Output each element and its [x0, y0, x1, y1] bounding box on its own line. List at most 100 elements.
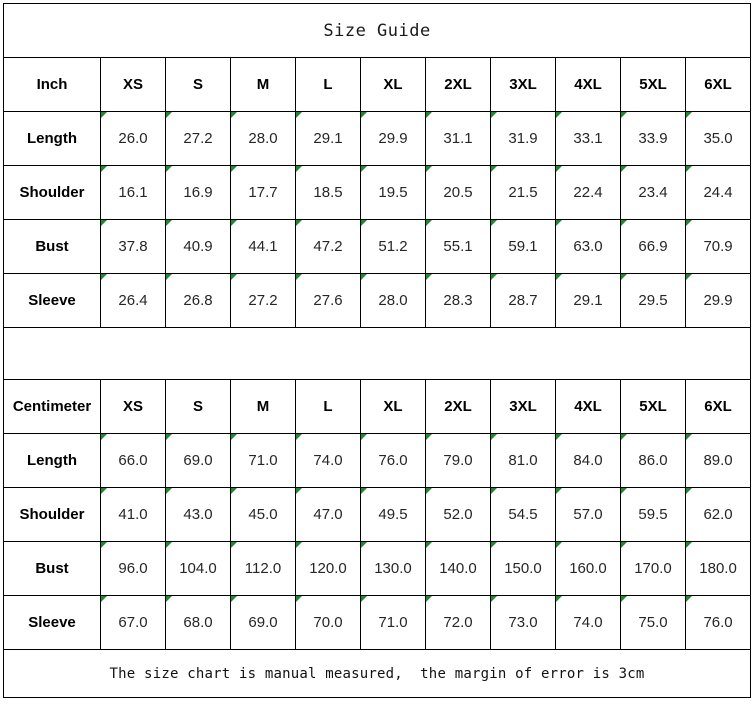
- cell-comment-marker-icon: [101, 274, 107, 280]
- cell-comment-marker-icon: [361, 166, 367, 172]
- cell-comment-marker-icon: [166, 166, 172, 172]
- size-header-2xl: 2XL: [425, 57, 491, 112]
- table-row: Shoulder 41.0 43.0 45.0 47.0 49.5 52.0 54.5 57.0…: [3, 487, 752, 542]
- cell-comment-marker-icon: [556, 434, 562, 440]
- cell-bust-s: 104.0: [165, 541, 231, 596]
- cell-comment-marker-icon: [296, 166, 302, 172]
- cell-comment-marker-icon: [296, 112, 302, 118]
- size-header-2xl: 2XL: [425, 379, 491, 434]
- cell-comment-marker-icon: [686, 112, 692, 118]
- cell-comment-marker-icon: [231, 112, 237, 118]
- cell-shoulder-5xl: 23.4: [620, 165, 686, 220]
- cell-sleeve-6xl: 76.0: [684, 595, 752, 650]
- cell-comment-marker-icon: [296, 596, 302, 602]
- cell-bust-xs: 96.0: [100, 541, 166, 596]
- cell-comment-marker-icon: [491, 488, 497, 494]
- cell-comment-marker-icon: [361, 596, 367, 602]
- cell-comment-marker-icon: [621, 542, 627, 548]
- cell-bust-l: 47.2: [295, 219, 361, 274]
- measure-label-length: Length: [3, 111, 101, 166]
- size-header-6xl: 6XL: [684, 57, 752, 112]
- cell-shoulder-m: 45.0: [230, 487, 296, 542]
- cell-length-xs: 66.0: [100, 433, 166, 488]
- cell-sleeve-3xl: 73.0: [490, 595, 556, 650]
- size-header-6xl: 6XL: [684, 379, 752, 434]
- cell-shoulder-m: 17.7: [230, 165, 296, 220]
- cell-comment-marker-icon: [101, 596, 107, 602]
- size-header-4xl: 4XL: [555, 57, 621, 112]
- cell-comment-marker-icon: [426, 542, 432, 548]
- measure-label-length: Length: [3, 433, 101, 488]
- cell-shoulder-3xl: 54.5: [490, 487, 556, 542]
- cell-comment-marker-icon: [556, 274, 562, 280]
- cell-comment-marker-icon: [166, 596, 172, 602]
- measure-label-bust: Bust: [3, 541, 101, 596]
- cell-comment-marker-icon: [361, 220, 367, 226]
- cell-sleeve-4xl: 29.1: [555, 273, 621, 328]
- cell-comment-marker-icon: [101, 112, 107, 118]
- cell-bust-s: 40.9: [165, 219, 231, 274]
- cell-shoulder-3xl: 21.5: [490, 165, 556, 220]
- cell-comment-marker-icon: [686, 596, 692, 602]
- cell-sleeve-2xl: 72.0: [425, 595, 491, 650]
- cell-length-6xl: 35.0: [684, 111, 752, 166]
- cell-comment-marker-icon: [556, 112, 562, 118]
- cell-shoulder-6xl: 62.0: [684, 487, 752, 542]
- cell-comment-marker-icon: [231, 488, 237, 494]
- cell-sleeve-xs: 26.4: [100, 273, 166, 328]
- table-row: Bust 96.0 104.0 112.0 120.0 130.0 140.0 150.0 16…: [3, 541, 752, 596]
- size-header-l: L: [295, 57, 361, 112]
- measure-label-shoulder: Shoulder: [3, 487, 101, 542]
- cell-length-6xl: 89.0: [684, 433, 752, 488]
- cell-comment-marker-icon: [491, 274, 497, 280]
- measure-label-sleeve: Sleeve: [3, 595, 101, 650]
- cell-comment-marker-icon: [231, 166, 237, 172]
- table-row: Length 66.0 69.0 71.0 74.0 76.0 79.0 81.0 84.0 86…: [3, 433, 752, 488]
- cell-comment-marker-icon: [361, 274, 367, 280]
- cell-shoulder-5xl: 59.5: [620, 487, 686, 542]
- cell-comment-marker-icon: [621, 166, 627, 172]
- cell-sleeve-6xl: 29.9: [684, 273, 752, 328]
- unit-header-inch: Inch: [3, 57, 101, 112]
- cell-comment-marker-icon: [556, 220, 562, 226]
- cell-shoulder-l: 47.0: [295, 487, 361, 542]
- cell-bust-4xl: 63.0: [555, 219, 621, 274]
- size-header-3xl: 3XL: [490, 379, 556, 434]
- cell-shoulder-2xl: 20.5: [425, 165, 491, 220]
- cell-comment-marker-icon: [361, 542, 367, 548]
- cell-shoulder-xl: 49.5: [360, 487, 426, 542]
- cell-comment-marker-icon: [621, 220, 627, 226]
- cell-shoulder-s: 16.9: [165, 165, 231, 220]
- cell-comment-marker-icon: [166, 220, 172, 226]
- cell-comment-marker-icon: [556, 542, 562, 548]
- cell-comment-marker-icon: [491, 220, 497, 226]
- cell-comment-marker-icon: [296, 274, 302, 280]
- cell-comment-marker-icon: [686, 542, 692, 548]
- cell-length-4xl: 33.1: [555, 111, 621, 166]
- cell-comment-marker-icon: [686, 488, 692, 494]
- cell-comment-marker-icon: [231, 542, 237, 548]
- size-header-5xl: 5XL: [620, 379, 686, 434]
- cell-length-2xl: 79.0: [425, 433, 491, 488]
- cell-shoulder-2xl: 52.0: [425, 487, 491, 542]
- footer-note: The size chart is manual measured, the m…: [2, 649, 752, 698]
- page-title: Size Guide: [2, 3, 752, 58]
- cell-bust-2xl: 55.1: [425, 219, 491, 274]
- cell-comment-marker-icon: [231, 596, 237, 602]
- size-header-3xl: 3XL: [490, 57, 556, 112]
- size-header-4xl: 4XL: [555, 379, 621, 434]
- cell-comment-marker-icon: [361, 112, 367, 118]
- cell-bust-6xl: 180.0: [684, 541, 752, 596]
- cell-length-m: 28.0: [230, 111, 296, 166]
- table-row: Bust 37.8 40.9 44.1 47.2 51.2 55.1 59.1 63.0 66.9…: [3, 219, 752, 274]
- cell-comment-marker-icon: [621, 274, 627, 280]
- cell-bust-5xl: 170.0: [620, 541, 686, 596]
- cell-comment-marker-icon: [491, 542, 497, 548]
- header-row-centimeter: Centimeter XS S M L XL 2XL 3XL 4XL 5XL 6XL: [3, 379, 752, 434]
- cell-comment-marker-icon: [621, 112, 627, 118]
- cell-comment-marker-icon: [491, 112, 497, 118]
- cell-comment-marker-icon: [686, 166, 692, 172]
- cell-comment-marker-icon: [101, 542, 107, 548]
- cell-sleeve-4xl: 74.0: [555, 595, 621, 650]
- cell-comment-marker-icon: [166, 542, 172, 548]
